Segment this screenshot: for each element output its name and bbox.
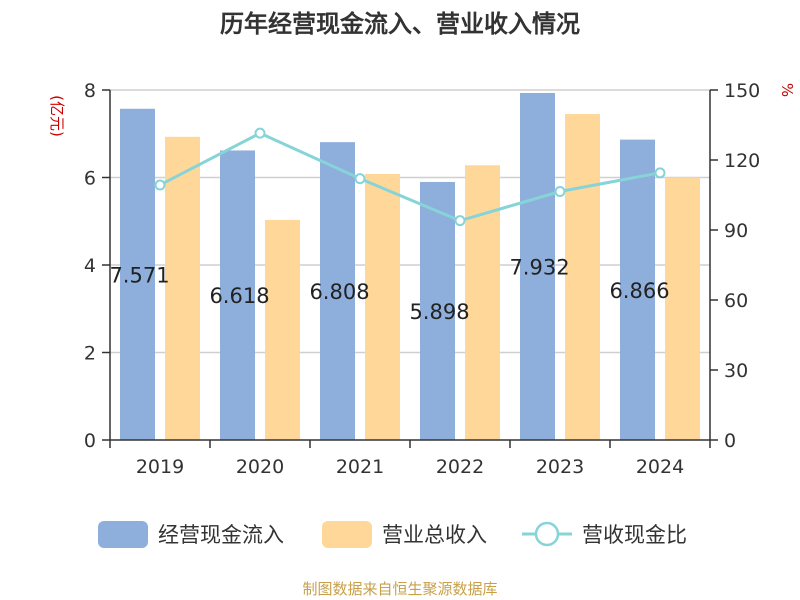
y-left-tick-label: 0 <box>84 430 96 452</box>
legend-cash-inflow: 经营现金流入 <box>98 521 284 548</box>
ratio-point <box>454 215 466 227</box>
y-right-tick-label: 90 <box>724 220 748 242</box>
bar-2024-cash-inflow <box>620 139 655 441</box>
legend-swatch <box>322 521 372 548</box>
data-label: 5.898 <box>409 300 469 324</box>
bar-2023-cash-inflow <box>520 92 555 440</box>
chart-title: 历年经营现金流入、营业收入情况 <box>220 10 580 38</box>
bar-2022-cash-inflow <box>420 181 455 440</box>
bar-2020-cash-inflow <box>220 150 255 440</box>
ratio-point <box>554 186 566 197</box>
legend: 经营现金流入 营业总收入 营收现金比 <box>98 521 687 548</box>
x-tick-label: 2022 <box>436 456 484 478</box>
axes: 0 2 4 6 8 0 30 60 90 120 150 2019 2020 2021 2022 2023 20… <box>84 80 760 478</box>
data-label: 6.866 <box>609 279 669 303</box>
y-right-tick-label: 0 <box>724 430 736 452</box>
legend-revenue: 营业总收入 <box>322 521 487 548</box>
y-right-tick-label: 60 <box>724 290 748 312</box>
y-right-tick-label: 150 <box>724 80 760 102</box>
y-left-tick-label: 8 <box>84 80 96 102</box>
y-left-tick-label: 6 <box>84 168 96 190</box>
y-right-tick-label: 120 <box>724 150 760 172</box>
x-tick-label: 2023 <box>536 456 584 478</box>
bar-2021-revenue <box>365 174 400 440</box>
bar-2019-cash-inflow <box>120 108 155 441</box>
bar-2024-revenue <box>665 177 700 440</box>
y-left-unit: (亿元) <box>48 95 66 137</box>
legend-label: 经营现金流入 <box>158 523 284 547</box>
ratio-point <box>254 127 266 139</box>
bars <box>120 92 700 441</box>
legend-marker <box>534 521 560 547</box>
data-label: 7.932 <box>509 255 569 279</box>
y-right-tick-label: 30 <box>724 360 748 382</box>
data-label: 7.571 <box>109 263 169 287</box>
x-tick-label: 2020 <box>236 456 284 478</box>
ratio-point <box>354 173 366 185</box>
legend-swatch <box>98 521 148 548</box>
bar-2021-cash-inflow <box>320 142 355 440</box>
ratio-point <box>154 179 166 191</box>
ratio-point <box>654 167 666 179</box>
x-tick-label: 2024 <box>636 456 684 478</box>
x-tick-label: 2019 <box>136 456 184 478</box>
data-labels: 7.571 6.618 6.808 5.898 7.932 6.866 <box>109 255 669 323</box>
legend-label: 营业总收入 <box>382 523 487 547</box>
legend-ratio: 营收现金比 <box>522 521 687 547</box>
bar-2019-revenue <box>165 136 200 440</box>
y-right-unit: % <box>778 83 796 97</box>
x-tick-label: 2021 <box>336 456 384 478</box>
data-label: 6.808 <box>309 280 369 304</box>
bar-2023-revenue <box>565 114 600 440</box>
legend-label: 营收现金比 <box>582 523 687 547</box>
bar-2022-revenue <box>465 165 500 440</box>
bar-2020-revenue <box>265 219 300 440</box>
y-left-tick-label: 2 <box>84 343 96 365</box>
source-note: 制图数据来自恒生聚源数据库 <box>302 580 497 598</box>
gridlines <box>110 89 710 354</box>
data-label: 6.618 <box>209 284 269 308</box>
line-layer <box>154 127 666 227</box>
y-left-tick-label: 4 <box>84 255 96 277</box>
cash-revenue-ratio-line <box>159 131 661 223</box>
